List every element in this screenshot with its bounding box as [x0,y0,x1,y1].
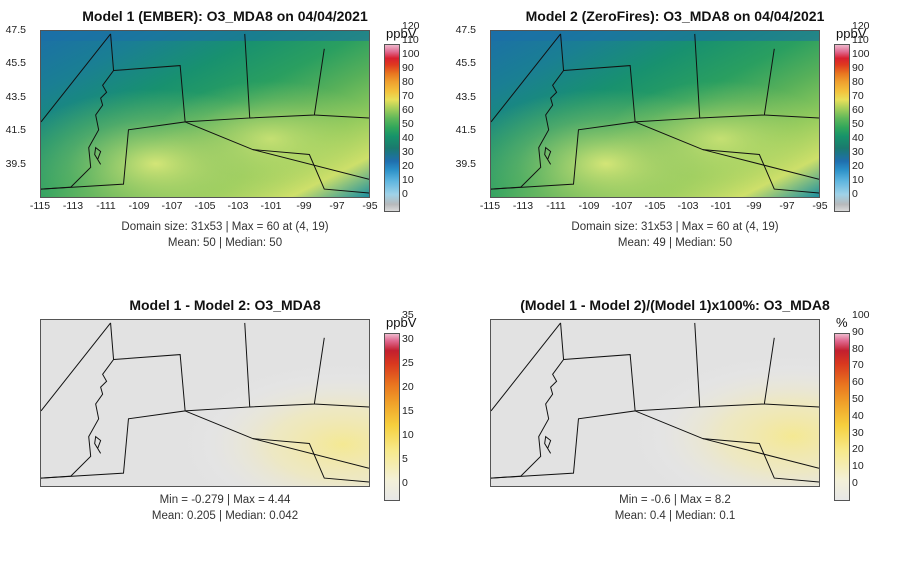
panel-diff: Model 1 - Model 2: O3_MDA8 [0,289,450,579]
panel-model2: Model 2 (ZeroFires): O3_MDA8 on 04/04/20… [450,0,900,289]
panel3-colorbar[interactable] [384,333,400,501]
panel2-title: Model 2 (ZeroFires): O3_MDA8 on 04/04/20… [460,8,890,24]
panel1-title: Model 1 (EMBER): O3_MDA8 on 04/04/2021 [10,8,440,24]
panel2-legend-ticks: 120 110 100 90 80 70 60 50 40 30 20 10 0 [852,26,892,194]
panel3-caption: Min = -0.279 | Max = 4.44 Mean: 0.205 | … [10,493,440,524]
panel4-caption: Min = -0.6 | Max = 8.2 Mean: 0.4 | Media… [460,493,890,524]
panel3-legend: ppbV 35 30 25 20 15 10 5 0 [384,315,444,501]
panel-pctdiff: (Model 1 - Model 2)/(Model 1)x100%: O3_M… [450,289,900,579]
panel4-colorbar[interactable] [834,333,850,501]
panel2-map[interactable] [490,30,820,198]
panel4-map[interactable] [490,319,820,487]
panel1-colorbar[interactable] [384,44,400,212]
panel-model1: Model 1 (EMBER): O3_MDA8 on 04/04/2021 4… [0,0,450,289]
panel2-colorbar[interactable] [834,44,850,212]
panel1-caption: Domain size: 31x53 | Max = 60 at (4, 19)… [10,220,440,251]
panel1-legend-ticks: 120 110 100 90 80 70 60 50 40 30 20 10 0 [402,26,442,194]
figure-grid: Model 1 (EMBER): O3_MDA8 on 04/04/2021 4… [0,0,900,579]
panel2-legend: ppbV 120 110 100 90 80 70 60 50 40 30 [834,26,894,212]
panel1-legend: ppbV 120 110 100 90 80 70 60 50 40 30 [384,26,444,212]
panel1-xaxis: -115 -113 -111 -109 -107 -105 -103 -101 … [40,198,370,214]
panel4-legend: % 100 90 80 70 60 50 40 30 20 10 0 [834,315,894,501]
panel2-caption: Domain size: 31x53 | Max = 60 at (4, 19)… [460,220,890,251]
panel4-legend-ticks: 100 90 80 70 60 50 40 30 20 10 0 [852,315,892,483]
panel3-title: Model 1 - Model 2: O3_MDA8 [10,297,440,313]
panel3-map[interactable] [40,319,370,487]
panel3-legend-ticks: 35 30 25 20 15 10 5 0 [402,315,442,483]
panel2-xaxis: -115 -113 -111 -109 -107 -105 -103 -101 … [490,198,820,214]
panel1-yaxis: 49.5 47.5 45.5 43.5 41.5 39.5 [0,0,30,164]
panel2-yaxis: 49.5 47.5 45.5 43.5 41.5 39.5 [450,0,480,164]
panel4-title: (Model 1 - Model 2)/(Model 1)x100%: O3_M… [460,297,890,313]
panel1-map[interactable] [40,30,370,198]
